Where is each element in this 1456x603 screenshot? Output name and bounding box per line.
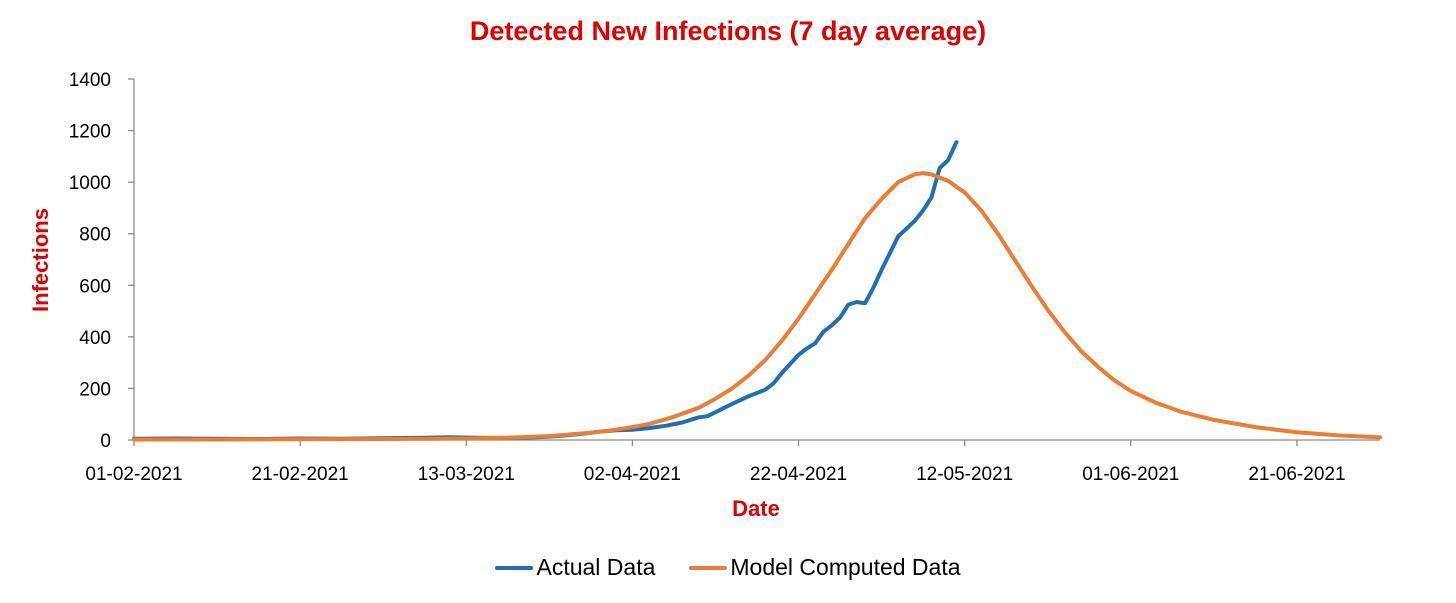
series-line-model: [132, 171, 1382, 442]
legend-label-actual: Actual Data: [536, 554, 656, 580]
y-tick-label: 200: [79, 379, 111, 400]
x-tick-label: 12-05-2021: [916, 464, 1013, 485]
legend-label-model: Model Computed Data: [730, 554, 961, 580]
x-tick-label: 21-06-2021: [1248, 464, 1345, 485]
legend: Actual Data Model Computed Data: [0, 554, 1456, 581]
y-tick-label: 400: [79, 328, 111, 349]
legend-swatch-actual: [495, 565, 534, 570]
series-line-actual: [132, 140, 959, 441]
y-tick-label: 1000: [69, 173, 111, 194]
legend-item-model: Model Computed Data: [689, 554, 961, 581]
x-tick-label: 02-04-2021: [584, 464, 681, 485]
axes: 0 200 400 600 800 1000 1200 1400 01-02-2021 21-02…: [69, 70, 1380, 485]
x-tick-label: 13-03-2021: [418, 464, 515, 485]
y-tick-label: 1200: [69, 122, 111, 143]
x-tick-label: 01-02-2021: [85, 464, 182, 485]
x-tick-label: 01-06-2021: [1082, 464, 1179, 485]
y-tick-label: 600: [79, 276, 111, 297]
x-tick-label: 22-04-2021: [750, 464, 847, 485]
y-tick-label: 0: [100, 431, 111, 452]
x-tick-label: 21-02-2021: [252, 464, 349, 485]
legend-swatch-model: [689, 565, 728, 570]
y-tick-label: 800: [79, 225, 111, 246]
legend-item-actual: Actual Data: [495, 554, 655, 581]
y-tick-label: 1400: [69, 70, 111, 91]
chart-title: Detected New Infections (7 day average): [469, 16, 987, 46]
series-lines: [132, 140, 1382, 442]
x-axis-title: Date: [732, 496, 780, 521]
